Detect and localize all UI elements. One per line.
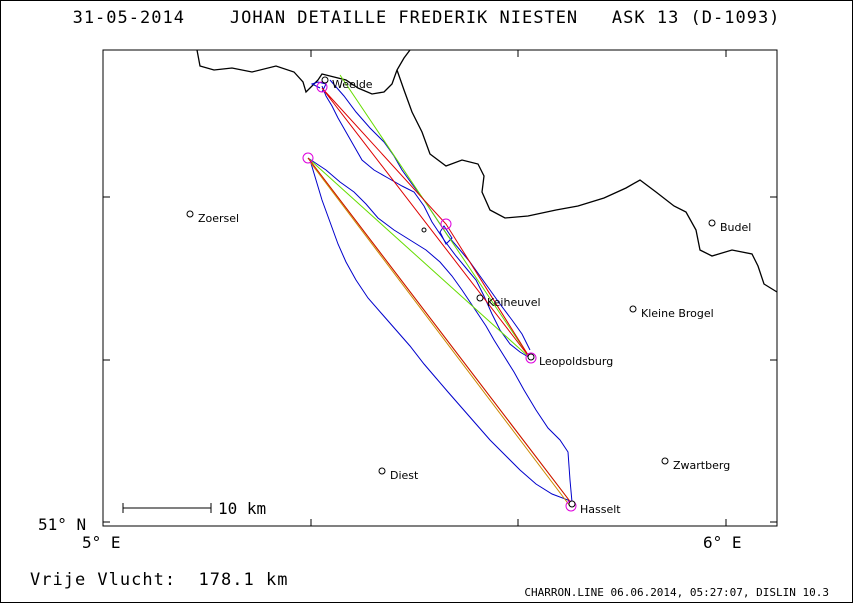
place-label-weelde: Weelde <box>332 78 373 91</box>
place-dot-keiheuvel <box>476 294 484 302</box>
place-dot-hasselt <box>568 500 576 508</box>
place-dot-kleine-brogel <box>629 305 637 313</box>
lat-label: 51° N <box>38 515 86 534</box>
place-label-keiheuvel: Keiheuvel <box>487 296 541 309</box>
flight-distance: Vrije Vlucht: 178.1 km <box>30 570 288 590</box>
place-dot-leopoldsburg <box>527 353 535 361</box>
place-label-zoersel: Zoersel <box>198 212 239 225</box>
place-markers <box>186 76 716 508</box>
axis-ticks <box>103 50 777 526</box>
place-dot-retie <box>421 227 427 233</box>
glider-name: ASK 13 (D-1093) <box>611 8 781 28</box>
leg-red <box>307 87 573 505</box>
place-labels: Weelde Zoersel Budel Keiheuvel Kleine Br… <box>198 78 751 516</box>
place-label-diest: Diest <box>390 469 419 482</box>
flight-date: 31-05-2014 <box>72 8 185 28</box>
flight-track <box>307 79 573 505</box>
place-label-budel: Budel <box>720 221 751 234</box>
turnpoint-retie <box>440 218 452 230</box>
footer-info: CHARRON.LINE 06.06.2014, 05:27:07, DISLI… <box>524 586 829 599</box>
scale-label: 10 km <box>218 499 266 518</box>
lon-label-right: 6° E <box>703 533 742 552</box>
lon-label-left: 5° E <box>82 533 121 552</box>
turnpoint-leopoldsburg <box>525 352 537 364</box>
place-dot-zwartberg <box>661 457 669 465</box>
national-border <box>196 49 778 293</box>
place-dot-budel <box>708 219 716 227</box>
leg-orange <box>309 161 571 507</box>
scale-bar <box>122 503 212 513</box>
place-label-leopoldsburg: Leopoldsburg <box>539 355 613 368</box>
place-label-zwartberg: Zwartberg <box>673 459 730 472</box>
place-dot-weelde <box>321 76 329 84</box>
place-label-hasselt: Hasselt <box>580 503 621 516</box>
turnpoint-start <box>302 152 314 164</box>
task-legs <box>307 74 573 507</box>
place-dot-diest <box>378 467 386 475</box>
turnpoint-weelde <box>316 81 328 93</box>
place-label-kleine-brogel: Kleine Brogel <box>641 307 714 320</box>
distance-label: Vrije Vlucht: <box>30 570 177 590</box>
pilot-names: JOHAN DETAILLE FREDERIK NIESTEN <box>229 8 579 28</box>
plot-area <box>102 49 778 527</box>
leg-green <box>307 74 573 505</box>
place-dot-zoersel <box>186 210 194 218</box>
flight-title: 31-05-2014 JOHAN DETAILLE FREDERIK NIEST… <box>0 8 853 28</box>
distance-value: 178.1 km <box>198 570 289 590</box>
